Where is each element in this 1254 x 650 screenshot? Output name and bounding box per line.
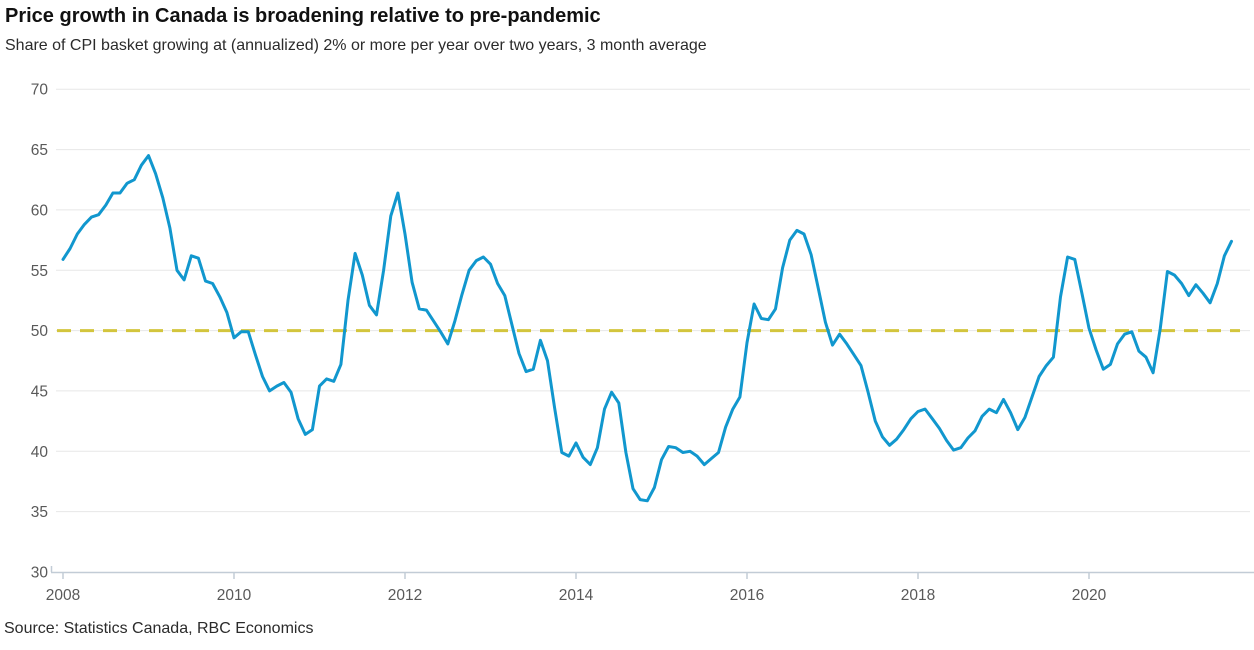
x-axis-label: 2018 xyxy=(901,587,935,604)
source-note: Source: Statistics Canada, RBC Economics xyxy=(4,620,314,637)
x-axis-label: 2012 xyxy=(388,587,422,604)
x-axis-label: 2016 xyxy=(730,587,764,604)
y-axis-label: 60 xyxy=(31,202,49,219)
y-axis-label: 35 xyxy=(31,504,48,521)
x-axis-label: 2020 xyxy=(1072,587,1107,604)
cpi-share-line xyxy=(61,154,1233,503)
y-axis-label: 65 xyxy=(31,142,48,159)
x-axis-label: 2010 xyxy=(217,587,252,604)
y-axis-label: 30 xyxy=(31,565,49,582)
y-axis-label: 55 xyxy=(31,263,48,280)
chart-subtitle: Share of CPI basket growing at (annualiz… xyxy=(5,37,707,54)
y-axis-label: 45 xyxy=(31,383,48,400)
chart-title: Price growth in Canada is broadening rel… xyxy=(5,5,601,27)
y-axis-label: 50 xyxy=(31,323,49,340)
y-axis-label: 70 xyxy=(31,82,49,99)
y-axis-label: 40 xyxy=(31,444,49,461)
x-axis-label: 2008 xyxy=(46,587,80,604)
x-axis-label: 2014 xyxy=(559,587,594,604)
